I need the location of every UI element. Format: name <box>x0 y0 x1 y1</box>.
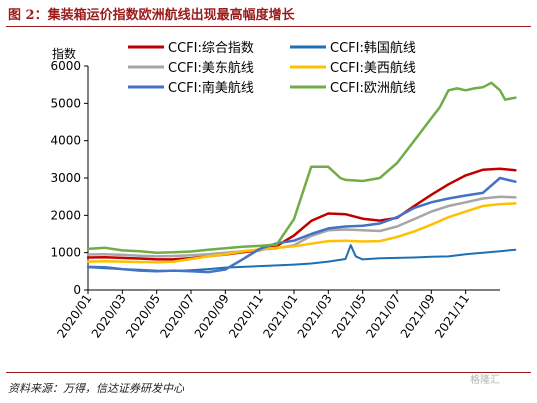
series-line-2 <box>86 195 517 258</box>
legend-label-1: CCFI:韩国航线 <box>330 40 416 56</box>
y-tick-label: 4000 <box>50 134 81 148</box>
legend-label-0: CCFI:综合指数 <box>168 41 254 56</box>
legend-label-2: CCFI:美东航线 <box>168 60 254 76</box>
y-tick-label: 2000 <box>50 208 81 222</box>
x-tick-label: 2021/11 <box>432 292 472 341</box>
series-line-3 <box>86 202 517 264</box>
y-tick-label: 5000 <box>50 96 81 110</box>
legend-label-5: CCFI:欧洲航线 <box>330 80 416 96</box>
title-rule <box>6 26 531 27</box>
series-line-4 <box>86 176 517 274</box>
watermark-logo: 格隆汇 <box>470 375 500 386</box>
source-note: 资料来源：万得，信达证券研发中心 <box>8 382 184 395</box>
source-rule <box>6 372 531 373</box>
x-axis: 2020/012020/032020/052020/072020/092020/… <box>54 289 500 341</box>
figure-title: 图 2：集装箱运价指数欧洲航线出现最高幅度增长 <box>8 8 295 23</box>
y-tick-label: 0 <box>73 283 81 297</box>
y-axis-label: 指数 <box>52 46 76 61</box>
legend: CCFI:综合指数 CCFI:韩国航线 CCFI:美东航线 CCFI:美西航线 CCFI… <box>128 40 416 96</box>
series-line-5 <box>86 81 517 254</box>
y-tick-label: 3000 <box>50 171 81 185</box>
legend-label-4: CCFI:南美航线 <box>168 80 254 96</box>
y-tick-label: 1000 <box>50 246 81 260</box>
series-line-0 <box>86 167 517 261</box>
series-group <box>86 81 517 274</box>
y-tick-label: 6000 <box>50 59 81 73</box>
legend-label-3: CCFI:美西航线 <box>330 60 416 76</box>
y-axis: 0 1000 2000 3000 4000 5000 6000 <box>50 59 89 297</box>
